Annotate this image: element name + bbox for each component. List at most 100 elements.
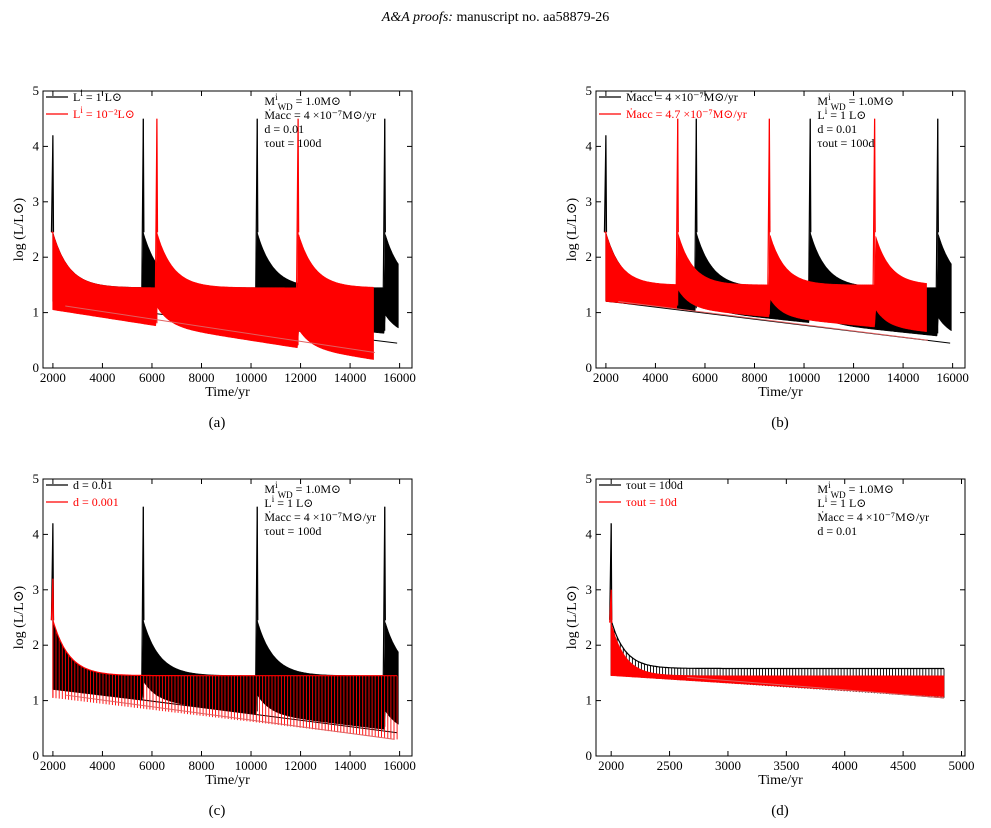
x-tick-label: 16000: [383, 758, 416, 773]
x-tick-label: 4000: [89, 370, 115, 385]
trend-line: [65, 305, 375, 353]
y-tick-label: 4: [33, 526, 40, 541]
trend-line: [687, 676, 945, 699]
x-tick-label: 5000: [948, 758, 974, 773]
x-tick-label: 3000: [715, 758, 741, 773]
series-2: [50, 578, 398, 740]
x-tick-label: 8000: [188, 758, 214, 773]
x-tick-label: 12000: [837, 370, 870, 385]
y-axis-title: log (L/L⊙): [12, 585, 27, 649]
y-axis-title: log (L/L⊙): [12, 197, 27, 261]
axes-frame: [42, 478, 413, 757]
x-tick-label: 16000: [936, 370, 969, 385]
plot-area: [603, 118, 952, 344]
y-axis-title: log (L/L⊙): [565, 585, 580, 649]
x-tick-label: 12000: [284, 758, 317, 773]
x-tick-label: 14000: [334, 758, 367, 773]
trend-line: [65, 694, 395, 740]
y-tick-label: 1: [33, 305, 40, 320]
legend-label: Ṁacc = 4 ×10⁻⁷M⊙/yr: [626, 90, 738, 104]
x-tick-label: 2000: [40, 758, 66, 773]
series-band: [605, 232, 927, 332]
x-tick-label: 8000: [188, 370, 214, 385]
x-tick-label: 2000: [593, 370, 619, 385]
legend-label: Li = 1 L⊙: [73, 88, 122, 104]
y-tick-label: 3: [586, 194, 593, 209]
param-annotation: MiWD = 1.0M⊙: [264, 480, 341, 500]
x-tick-label: 3500: [773, 758, 799, 773]
x-tick-label: 14000: [334, 370, 367, 385]
param-annotation: Ṁacc = 4 ×10⁻⁷M⊙/yr: [817, 510, 929, 524]
legend-label: Ṁacc = 4.7 ×10⁻⁷M⊙/yr: [626, 107, 747, 121]
x-tick-label: 4000: [832, 758, 858, 773]
param-annotation: MiWD = 1.0M⊙: [264, 92, 341, 112]
legend-label: τout = 10d: [626, 495, 677, 509]
y-tick-label: 5: [33, 471, 40, 486]
x-tick-label: 6000: [139, 370, 165, 385]
y-tick-label: 4: [586, 526, 593, 541]
x-tick-label: 4000: [642, 370, 668, 385]
y-tick-label: 0: [586, 748, 593, 763]
y-tick-label: 0: [33, 360, 40, 375]
plot-area: [50, 506, 399, 740]
param-annotation: Li = 1 L⊙: [817, 106, 866, 122]
y-tick-label: 2: [586, 249, 593, 264]
y-axis-title: log (L/L⊙): [565, 197, 580, 261]
param-annotation: τout = 100d: [264, 524, 321, 538]
legend-label: d = 0.01: [73, 478, 113, 492]
y-tick-label: 1: [33, 693, 40, 708]
axes-frame: [42, 90, 413, 369]
param-annotation: MiWD = 1.0M⊙: [817, 480, 894, 500]
y-tick-label: 1: [586, 693, 593, 708]
plot-area: [50, 118, 399, 360]
y-tick-label: 5: [586, 471, 593, 486]
param-annotation: Ṁacc = 4 ×10⁻⁷M⊙/yr: [264, 510, 376, 524]
y-tick-label: 0: [586, 360, 593, 375]
panel-label: (c): [209, 803, 226, 819]
chart-panel-d: 2000 2500 3000 3500 4000 4500 5000 0 1 2 3 4 5 Time/y…: [565, 471, 974, 819]
param-annotation: Li = 1 L⊙: [264, 494, 313, 510]
x-axis-title: Time/yr: [758, 773, 803, 788]
y-tick-label: 2: [33, 637, 40, 652]
y-tick-label: 5: [586, 83, 593, 98]
trend-line: [618, 301, 928, 341]
axes-frame: [595, 90, 966, 369]
param-annotation: d = 0.01: [264, 122, 304, 136]
panel-label: (a): [209, 415, 226, 431]
series-envelope-top: [52, 620, 398, 677]
y-tick-label: 1: [586, 305, 593, 320]
param-annotation: Li = 1 L⊙: [817, 494, 866, 510]
legend-label: Li = 10⁻²L⊙: [73, 105, 135, 121]
y-tick-label: 3: [33, 582, 40, 597]
y-tick-label: 4: [33, 138, 40, 153]
param-annotation: τout = 100d: [817, 136, 874, 150]
y-tick-label: 2: [33, 249, 40, 264]
y-tick-label: 4: [586, 138, 593, 153]
chart-panel-b: 2000 4000 6000 8000 10000 12000 14000 16000 0 1 2 3…: [565, 83, 969, 431]
series-2: [51, 118, 375, 360]
x-tick-label: 6000: [692, 370, 718, 385]
x-tick-label: 14000: [887, 370, 920, 385]
y-tick-label: 3: [586, 582, 593, 597]
x-tick-label: 10000: [235, 370, 268, 385]
param-annotation: d = 0.01: [817, 122, 857, 136]
x-tick-label: 2500: [657, 758, 683, 773]
series-band: [610, 622, 945, 697]
page-header: A&A proofs: manuscript no. aa58879-26: [0, 10, 991, 26]
param-annotation: MiWD = 1.0M⊙: [817, 92, 894, 112]
x-tick-label: 2000: [40, 370, 66, 385]
journal-name: A&A proofs:: [381, 10, 453, 25]
plot-area: [609, 523, 945, 699]
y-tick-label: 5: [33, 83, 40, 98]
param-annotation: Ṁacc = 4 ×10⁻⁷M⊙/yr: [264, 108, 376, 122]
axes-frame: [595, 478, 966, 757]
panel-label: (b): [771, 415, 789, 431]
y-tick-label: 2: [586, 637, 593, 652]
x-tick-label: 4500: [890, 758, 916, 773]
series-band: [52, 620, 399, 730]
x-tick-label: 6000: [139, 758, 165, 773]
param-annotation: τout = 100d: [264, 136, 321, 150]
x-axis-title: Time/yr: [205, 773, 250, 788]
legend-label: τout = 100d: [626, 478, 683, 492]
